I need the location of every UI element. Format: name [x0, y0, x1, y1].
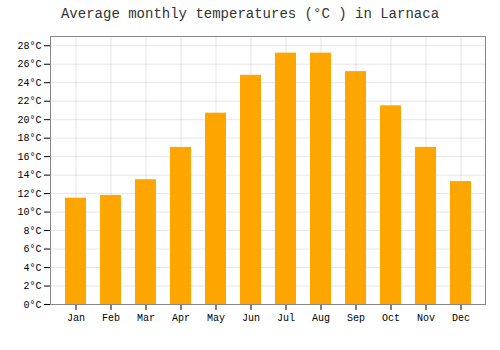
svg-text:Dec: Dec [452, 313, 470, 324]
svg-text:22°C: 22°C [17, 96, 41, 107]
svg-text:8°C: 8°C [23, 226, 41, 237]
svg-text:0°C: 0°C [23, 300, 41, 311]
svg-text:Jul: Jul [277, 313, 295, 324]
svg-text:Jun: Jun [242, 313, 260, 324]
svg-text:Oct: Oct [382, 313, 400, 324]
svg-text:16°C: 16°C [17, 152, 41, 163]
svg-text:Feb: Feb [102, 313, 120, 324]
svg-text:4°C: 4°C [23, 263, 41, 274]
svg-text:May: May [207, 313, 225, 324]
svg-text:2°C: 2°C [23, 281, 41, 292]
svg-text:26°C: 26°C [17, 59, 41, 70]
svg-text:Jan: Jan [67, 313, 85, 324]
svg-text:14°C: 14°C [17, 170, 41, 181]
svg-text:Mar: Mar [137, 313, 155, 324]
svg-text:Sep: Sep [347, 313, 365, 324]
svg-text:18°C: 18°C [17, 133, 41, 144]
svg-text:12°C: 12°C [17, 189, 41, 200]
svg-text:Aug: Aug [312, 313, 330, 324]
svg-text:28°C: 28°C [17, 41, 41, 52]
html-text:Average monthly temperatures (: Average monthly temperatures (°C ) in La… [61, 6, 439, 22]
svg-text:Apr: Apr [172, 313, 190, 324]
svg-text:20°C: 20°C [17, 115, 41, 126]
svg-text:Nov: Nov [417, 313, 435, 324]
svg-text:10°C: 10°C [17, 207, 41, 218]
svg-text:6°C: 6°C [23, 244, 41, 255]
svg-text:24°C: 24°C [17, 78, 41, 89]
